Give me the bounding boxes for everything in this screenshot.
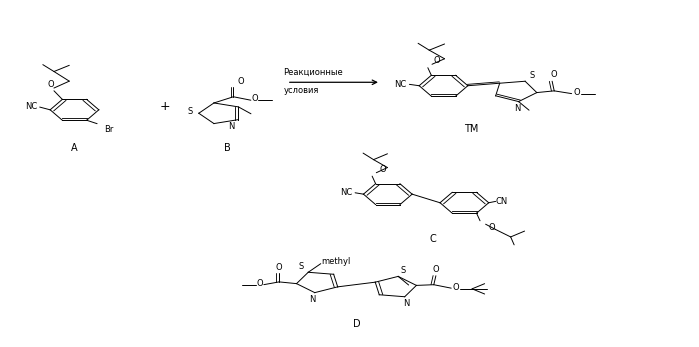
Text: NC: NC xyxy=(25,102,38,111)
Text: O: O xyxy=(452,282,459,291)
Text: O: O xyxy=(489,223,495,232)
Text: NC: NC xyxy=(394,79,407,88)
Text: D: D xyxy=(353,319,360,329)
Text: O: O xyxy=(379,165,386,174)
Text: Br: Br xyxy=(104,125,113,134)
Text: S: S xyxy=(401,266,406,275)
Text: Реакционные: Реакционные xyxy=(283,68,343,77)
Text: O: O xyxy=(433,265,439,274)
Text: CN: CN xyxy=(496,196,508,205)
Text: N: N xyxy=(514,104,520,113)
Text: условия: условия xyxy=(283,86,319,95)
Text: N: N xyxy=(310,295,316,304)
Text: TM: TM xyxy=(464,124,479,134)
Text: +: + xyxy=(159,100,171,113)
Text: O: O xyxy=(433,56,440,65)
Text: O: O xyxy=(551,70,558,79)
Text: methyl: methyl xyxy=(321,257,350,266)
Text: S: S xyxy=(188,107,193,116)
Text: O: O xyxy=(276,263,282,272)
Text: O: O xyxy=(573,88,579,97)
Text: S: S xyxy=(529,71,535,80)
Text: NC: NC xyxy=(340,188,352,197)
Text: B: B xyxy=(224,143,231,153)
Text: C: C xyxy=(430,234,436,244)
Text: O: O xyxy=(252,94,258,103)
Text: N: N xyxy=(403,299,410,308)
Text: O: O xyxy=(238,77,244,86)
Text: A: A xyxy=(71,143,78,152)
Text: O: O xyxy=(257,279,263,288)
Text: N: N xyxy=(229,122,235,132)
Text: S: S xyxy=(298,262,304,271)
Text: O: O xyxy=(47,80,54,89)
